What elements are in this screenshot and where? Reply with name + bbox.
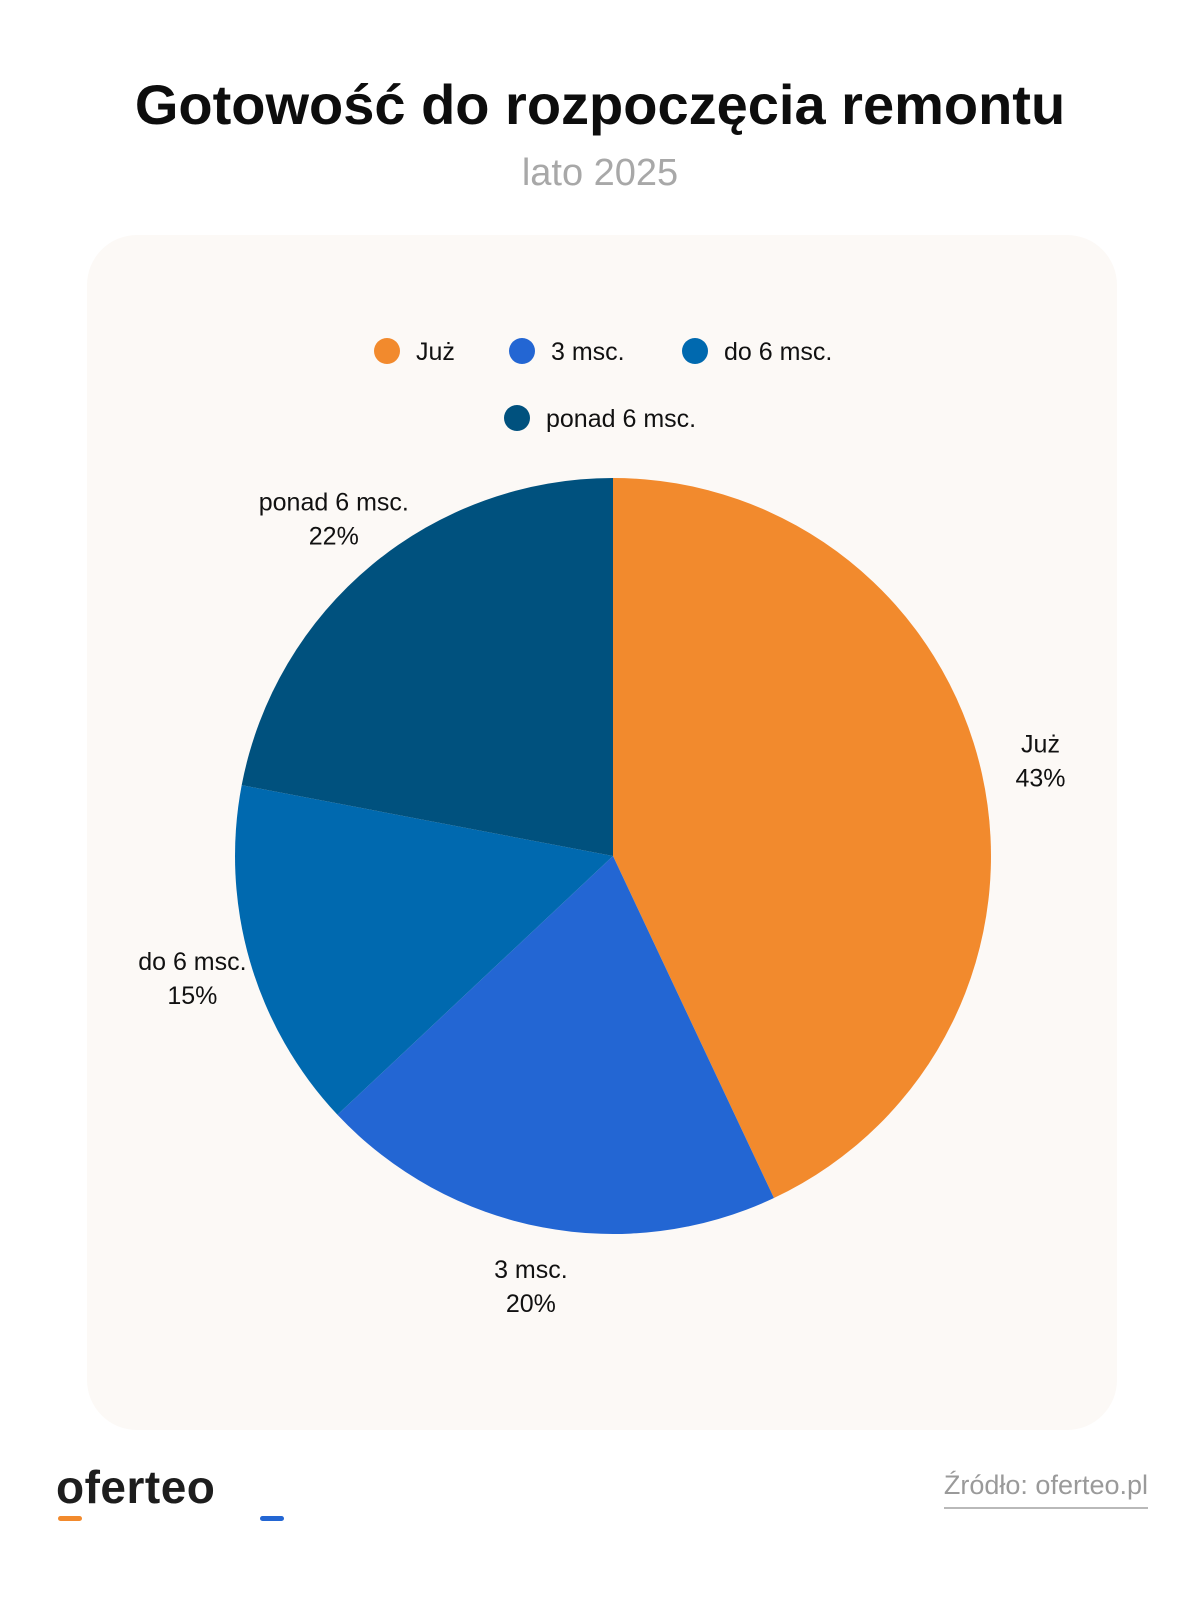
legend-marker-ponad-6-msc xyxy=(504,405,530,431)
slice-label-name-ponad-6-msc: ponad 6 msc. xyxy=(259,489,409,517)
legend-marker-3-msc xyxy=(509,338,535,364)
legend-item-do-6-msc: do 6 msc. xyxy=(682,338,832,366)
brand-logo-underline-right xyxy=(260,1516,284,1521)
legend-label-do-6-msc: do 6 msc. xyxy=(724,338,832,366)
slice-3-msc xyxy=(337,856,774,1234)
slice-label-do-6-msc: do 6 msc. 15% xyxy=(138,948,246,1010)
chart-title: Gotowość do rozpoczęcia remontu xyxy=(134,73,1066,136)
slice-label-name-3-msc: 3 msc. xyxy=(494,1256,568,1284)
legend-label-3-msc: 3 msc. xyxy=(551,338,625,366)
slice-juz xyxy=(613,478,991,1199)
legend-item-juz: Już xyxy=(374,338,455,366)
legend: Już 3 msc. do 6 msc. ponad 6 msc. xyxy=(374,338,832,433)
pie-slices xyxy=(235,477,991,1234)
legend-item-3-msc: 3 msc. xyxy=(509,338,625,366)
slice-label-ponad-6-msc: ponad 6 msc. 22% xyxy=(259,489,409,551)
slice-label-value-juz: 43% xyxy=(1015,765,1065,793)
chart-card: Już 3 msc. do 6 msc. ponad 6 msc. Już 43% 3 ms… xyxy=(87,235,1117,1430)
slice-do-6-msc xyxy=(235,785,613,1115)
slice-ponad-6-msc xyxy=(241,477,613,856)
legend-label-juz: Już xyxy=(416,338,455,366)
legend-label-ponad-6-msc: ponad 6 msc. xyxy=(546,405,696,433)
slice-label-value-ponad-6-msc: 22% xyxy=(309,523,359,551)
legend-marker-juz xyxy=(374,338,400,364)
slice-label-name-do-6-msc: do 6 msc. xyxy=(138,948,246,976)
slice-label-3-msc: 3 msc. 20% xyxy=(494,1256,568,1318)
legend-marker-do-6-msc xyxy=(682,338,708,364)
legend-item-ponad-6-msc: ponad 6 msc. xyxy=(504,405,696,433)
source-note: Źródło: oferteo.pl xyxy=(943,1470,1148,1509)
slice-label-juz: Już 43% xyxy=(1015,731,1065,793)
brand-logo-underline-left xyxy=(58,1516,82,1521)
pie-chart: Już 3 msc. do 6 msc. ponad 6 msc. Już 43% 3 ms… xyxy=(138,338,1066,1319)
brand-logo: oferteo xyxy=(56,1460,284,1530)
slice-label-name-juz: Już xyxy=(1021,731,1060,759)
slice-label-value-3-msc: 20% xyxy=(506,1290,556,1318)
slice-label-value-do-6-msc: 15% xyxy=(167,982,217,1010)
slice-labels: Już 43% 3 msc. 20% do 6 msc. 15% ponad 6 msc. 2… xyxy=(138,489,1065,1319)
brand-logo-text: oferteo xyxy=(56,1461,216,1513)
chart-subtitle: lato 2025 xyxy=(521,152,679,194)
